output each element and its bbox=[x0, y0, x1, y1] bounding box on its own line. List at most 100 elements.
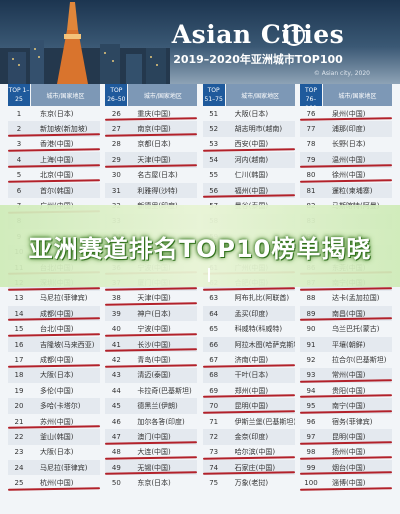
city-name: 首尔(韩国) bbox=[40, 186, 74, 195]
table-row: 50 东京(日本) bbox=[105, 475, 197, 490]
city-name: 济南(中国) bbox=[234, 355, 269, 364]
city-name: 大阪(日本) bbox=[40, 448, 74, 457]
rank-number: 89 bbox=[306, 309, 316, 318]
city-name: 昆明(中国) bbox=[331, 432, 366, 441]
table-row: 77 浦那(印度) bbox=[299, 121, 392, 137]
table-row: 95 南宁(中国) bbox=[299, 398, 392, 414]
cursor-icon bbox=[208, 268, 210, 282]
rank-number: 48 bbox=[111, 448, 121, 457]
table-row: 79 温州(中国) bbox=[299, 152, 392, 168]
city-name: 大连(中国) bbox=[137, 448, 171, 457]
rank-number: 55 bbox=[209, 171, 219, 180]
city-name: 长野(日本) bbox=[331, 140, 366, 149]
rank-number: 44 bbox=[111, 386, 121, 395]
rank-number: 100 bbox=[304, 479, 318, 488]
rank-number: 80 bbox=[306, 171, 316, 180]
rank-number: 73 bbox=[209, 448, 219, 457]
city-name: 阿布扎比(阿联酋) bbox=[234, 294, 290, 303]
city-name: 阿拉木图(哈萨克斯坦) bbox=[234, 340, 295, 349]
header-city-label: 城市/国家地区 bbox=[128, 84, 198, 106]
table-row: 39 神户(日本) bbox=[105, 306, 198, 322]
rank-number: 15 bbox=[14, 325, 24, 334]
table-row: 38 天津(中国) bbox=[105, 291, 197, 306]
city-name: 大阪(日本) bbox=[234, 109, 269, 118]
rank-number: 97 bbox=[306, 432, 316, 441]
city-name: 孟买(印度) bbox=[234, 309, 269, 318]
table-row: 88 达卡(孟加拉国) bbox=[300, 291, 392, 306]
table-row: 91 平壤(朝鲜) bbox=[299, 336, 392, 353]
table-row: 56 福州(中国) bbox=[202, 182, 295, 199]
city-name: 贵阳(中国) bbox=[331, 386, 366, 395]
table-row: 31 利雅得(沙特) bbox=[105, 182, 198, 199]
rank-number: 14 bbox=[14, 309, 24, 318]
city-name: 福州(中国) bbox=[234, 186, 269, 195]
city-name: 科威特(科威特) bbox=[234, 325, 283, 334]
city-name: 京都(日本) bbox=[137, 140, 171, 149]
table-row: 19 多伦(中国) bbox=[8, 383, 100, 398]
header-rank-range: TOP 76–100 bbox=[299, 84, 322, 112]
table-row: 48 大连(中国) bbox=[105, 445, 197, 460]
header-city-label: 城市/国家地区 bbox=[31, 84, 100, 106]
city-name: 重庆(中国) bbox=[137, 109, 171, 118]
city-name: 成都(中国) bbox=[40, 355, 74, 364]
city-name: 马尼拉(菲律宾) bbox=[40, 294, 88, 303]
ranking-column: TOP 1–25 城市/国家地区 1 东京(日本) 2 新加坡(新加坡) 3 香港(中国) 4 上… bbox=[8, 84, 100, 491]
city-name: 杭州(中国) bbox=[40, 479, 74, 488]
table-row: 100 淄博(中国) bbox=[300, 475, 392, 490]
table-row: 90 乌兰巴托(蒙古) bbox=[300, 321, 392, 336]
city-name: 烟台(中国) bbox=[331, 463, 366, 472]
city-name: 长沙(中国) bbox=[137, 340, 171, 349]
table-row: 63 阿布扎比(阿联酋) bbox=[203, 291, 295, 306]
ranking-column: TOP 76–100 城市/国家地区 76 泉州(中国) 77 浦那(印度) 78 长野(日本… bbox=[299, 84, 392, 491]
rank-number: 42 bbox=[111, 355, 121, 364]
rank-number: 72 bbox=[209, 432, 219, 441]
table-row: 15 台北(中国) bbox=[8, 321, 100, 336]
city-name: 拉合尔(巴基斯坦) bbox=[331, 355, 387, 364]
column-header: TOP 26–50 城市/国家地区 bbox=[105, 84, 198, 106]
rank-number: 90 bbox=[306, 325, 316, 334]
rank-number: 93 bbox=[306, 371, 316, 380]
table-row: 28 京都(日本) bbox=[105, 137, 197, 152]
header-city-label: 城市/国家地区 bbox=[225, 84, 295, 106]
rank-number: 94 bbox=[306, 386, 316, 395]
city-name: 上海(中国) bbox=[40, 155, 74, 164]
city-name: 胡志明市(越南) bbox=[234, 125, 283, 134]
rank-number: 92 bbox=[306, 355, 316, 364]
table-row: 3 香港(中国) bbox=[8, 137, 100, 152]
rank-number: 56 bbox=[209, 186, 219, 195]
rank-number: 18 bbox=[14, 371, 24, 380]
rank-number: 68 bbox=[209, 371, 219, 380]
city-name: 苏州(中国) bbox=[40, 417, 74, 426]
city-name: 南京(中国) bbox=[137, 125, 171, 134]
table-row: 6 首尔(韩国) bbox=[8, 182, 100, 199]
table-row: 49 无锡(中国) bbox=[105, 459, 198, 476]
city-name: 乌兰巴托(蒙古) bbox=[331, 325, 380, 334]
city-name: 东京(日本) bbox=[40, 109, 74, 118]
headline-text: 亚洲赛道排名TOP10榜单揭晓 bbox=[28, 234, 372, 263]
rank-number: 67 bbox=[209, 355, 219, 364]
table-row: 44 卡拉奇(巴基斯坦) bbox=[105, 383, 197, 398]
city-name: 天津(中国) bbox=[137, 294, 171, 303]
rank-number: 64 bbox=[209, 309, 219, 318]
table-row: 42 青岛(中国) bbox=[105, 352, 197, 367]
table-row: 46 加尔各答(印度) bbox=[105, 414, 197, 429]
city-name: 昆明(中国) bbox=[234, 402, 269, 411]
rank-number: 91 bbox=[306, 340, 316, 349]
rank-number: 27 bbox=[111, 125, 121, 134]
table-row: 73 哈尔滨(中国) bbox=[203, 445, 295, 460]
header-rank-range: TOP 1–25 bbox=[8, 84, 30, 106]
city-name: 德黑兰(伊朗) bbox=[137, 402, 178, 411]
table-row: 17 成都(中国) bbox=[8, 352, 100, 367]
rank-number: 99 bbox=[306, 463, 316, 472]
rank-number: 53 bbox=[209, 140, 219, 149]
city-name: 多伦(中国) bbox=[40, 386, 74, 395]
city-name: 平壤(朝鲜) bbox=[331, 340, 366, 349]
city-name: 釜山(韩国) bbox=[40, 432, 74, 441]
rank-number: 23 bbox=[14, 448, 24, 457]
table-row: 70 昆明(中国) bbox=[202, 398, 295, 414]
column-header: TOP 76–100 城市/国家地区 bbox=[299, 84, 392, 112]
city-skyline-image bbox=[0, 2, 170, 84]
city-name: 石家庄(中国) bbox=[234, 463, 276, 472]
city-name: 大阪(日本) bbox=[40, 371, 74, 380]
city-name: 神户(日本) bbox=[137, 309, 171, 318]
